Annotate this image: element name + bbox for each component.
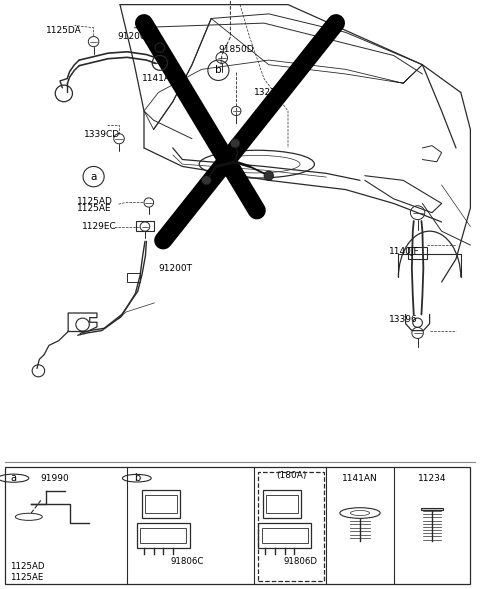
Text: 91200F: 91200F [118, 32, 151, 41]
Text: 13396: 13396 [389, 315, 418, 323]
Text: 11234: 11234 [418, 474, 446, 483]
Bar [258, 472, 324, 581]
Bar [127, 273, 140, 282]
Text: 1141AN: 1141AN [342, 474, 378, 483]
Text: 1125AD: 1125AD [77, 197, 113, 206]
Text: 91806C: 91806C [170, 557, 204, 565]
Text: 91200T: 91200T [158, 264, 192, 273]
Circle shape [264, 171, 274, 180]
Text: 1125AE: 1125AE [10, 573, 43, 582]
Bar [142, 490, 180, 518]
Text: b: b [215, 65, 222, 75]
Text: a: a [11, 473, 16, 483]
Text: (180A): (180A) [276, 471, 307, 479]
Bar [137, 523, 190, 548]
Text: b: b [133, 473, 140, 483]
Bar [408, 247, 427, 259]
Text: 1140JF: 1140JF [389, 247, 420, 256]
Bar [136, 221, 154, 231]
Bar [266, 495, 298, 513]
Bar [258, 523, 311, 548]
Text: 1327AC: 1327AC [254, 88, 289, 97]
Circle shape [202, 176, 211, 185]
Text: a: a [90, 171, 97, 181]
Text: 1125AD: 1125AD [10, 562, 44, 571]
Text: 91990: 91990 [41, 474, 70, 483]
Circle shape [230, 139, 240, 148]
Bar [421, 508, 443, 511]
Bar [145, 495, 177, 513]
Bar [263, 490, 301, 518]
Text: 1129EC: 1129EC [82, 222, 116, 231]
Text: 1125DA: 1125DA [46, 25, 81, 35]
Text: 91850D: 91850D [218, 45, 254, 54]
Bar [140, 528, 186, 544]
Text: 91806D: 91806D [283, 557, 317, 565]
Bar [262, 528, 308, 544]
Text: 1125AE: 1125AE [77, 204, 111, 213]
Text: 1141AC: 1141AC [142, 74, 177, 83]
Text: 1339CD: 1339CD [84, 130, 120, 138]
